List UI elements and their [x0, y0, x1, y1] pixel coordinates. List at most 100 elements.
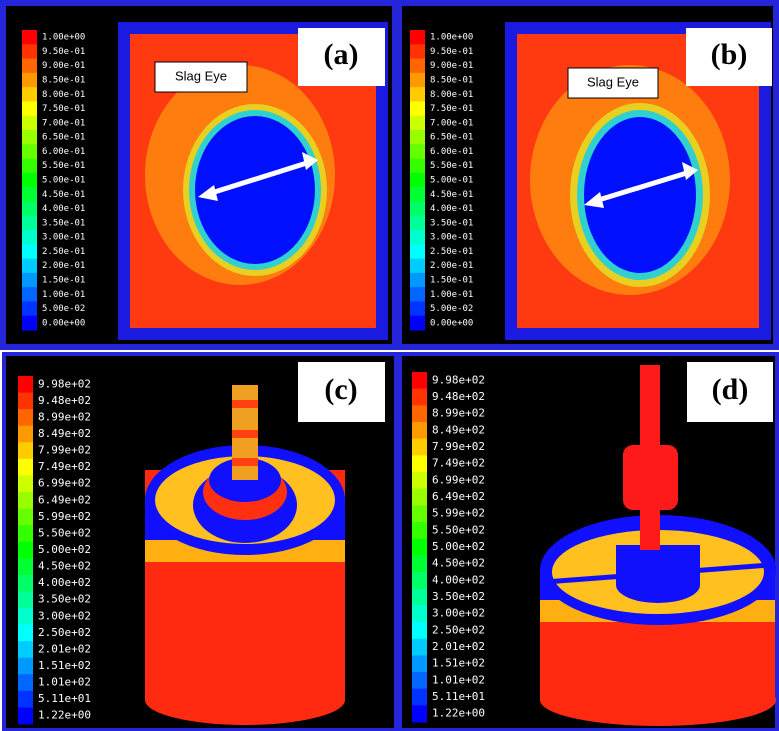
- colorbar-label: 6.49e+02: [432, 490, 485, 503]
- colorbar-swatch: [412, 638, 427, 656]
- colorbar-swatch: [22, 115, 37, 131]
- shaft-collar: [623, 445, 678, 510]
- annotation: Slag Eye: [587, 74, 639, 89]
- colorbar-label: 1.00e+00: [430, 33, 473, 43]
- colorbar-label: 1.01e+02: [432, 673, 485, 686]
- colorbar-swatch: [18, 525, 33, 543]
- panel-b: Slag Eye (b) 1.00e+00 9.50e-01 9.00e-01 8.5…: [396, 0, 779, 350]
- colorbar-label: 2.01e+02: [432, 640, 485, 653]
- colorbar-label: 3.50e+02: [38, 593, 91, 606]
- colorbar-swatch: [18, 458, 33, 476]
- label-box: [686, 28, 772, 86]
- colorbar-swatch: [18, 442, 33, 460]
- colorbar-swatch: [410, 115, 425, 131]
- colorbar-swatch: [22, 315, 37, 331]
- colorbar-swatch: [412, 372, 427, 390]
- colorbar-label: 7.99e+02: [38, 444, 91, 457]
- colorbar-label: 1.00e-01: [42, 290, 85, 300]
- colorbar-swatch: [410, 158, 425, 174]
- colorbar-swatch: [22, 201, 37, 217]
- colorbar-label: 3.00e-01: [42, 233, 85, 243]
- panel-a: Slag Eye (a) 1.00e+00 9.50e-01 9.00e-01 8.5…: [0, 0, 398, 350]
- colorbar-swatch: [18, 376, 33, 394]
- colorbar-label: 9.00e-01: [430, 61, 473, 71]
- colorbar-swatch: [22, 287, 37, 302]
- colorbar-label: 5.00e-02: [42, 304, 85, 314]
- colorbar-label: 1.51e+02: [432, 657, 485, 670]
- panel-label: (c): [324, 373, 357, 406]
- colorbar-swatch: [18, 541, 33, 559]
- colorbar-swatch: [18, 492, 33, 510]
- colorbar-swatch: [22, 187, 37, 202]
- colorbar-swatch: [412, 438, 427, 456]
- colorbar-label: 9.00e-01: [42, 61, 85, 71]
- colorbar-swatch: [410, 72, 425, 88]
- colorbar-swatch: [410, 230, 425, 245]
- panel-label: (a): [324, 38, 359, 71]
- arrow: [591, 169, 691, 205]
- colorbar-swatch: [410, 315, 425, 331]
- colorbar-swatch: [412, 472, 427, 490]
- colorbar-label: 6.49e+02: [38, 493, 91, 506]
- colorbar-label: 5.50e+02: [38, 526, 91, 539]
- colorbar-label: 6.99e+02: [432, 473, 485, 486]
- colorbar-swatch: [22, 230, 37, 245]
- contour: [584, 117, 696, 273]
- colorbar-swatch: [22, 172, 37, 188]
- colorbar-swatch: [18, 624, 33, 642]
- colorbar-label: 8.99e+02: [38, 410, 91, 423]
- colorbar-swatch: [410, 287, 425, 302]
- colorbar-swatch: [410, 144, 425, 160]
- colorbar-swatch: [22, 44, 37, 60]
- colorbar-swatch: [18, 707, 33, 725]
- colorbar-label: 1.01e+02: [38, 676, 91, 689]
- colorbar-swatch: [410, 272, 425, 288]
- colorbar-label: 1.50e-01: [42, 276, 85, 286]
- colorbar-label: 3.00e+02: [38, 609, 91, 622]
- colorbar-swatch: [412, 688, 427, 706]
- colorbar-swatch: [412, 422, 427, 440]
- colorbar-swatch: [18, 690, 33, 708]
- colorbar-label: 4.50e-01: [430, 190, 473, 200]
- colorbar-swatch: [410, 58, 425, 74]
- colorbar-label: 8.99e+02: [432, 407, 485, 420]
- colorbar-label: 0.00e+00: [42, 318, 85, 328]
- colorbar-label: 5.11e+01: [38, 692, 91, 705]
- colorbar-label: 6.00e-01: [430, 147, 473, 157]
- contour: [195, 116, 315, 264]
- shaft-band: [232, 458, 258, 466]
- colorbar-label: 2.00e-01: [42, 261, 85, 271]
- colorbar-label: 5.99e+02: [432, 507, 485, 520]
- shaft-band: [232, 400, 258, 408]
- annotation: Slag Eye: [175, 68, 227, 83]
- cylinder-base: [145, 675, 345, 725]
- colorbar-label: 5.00e-01: [42, 176, 85, 186]
- panel-label: (b): [711, 38, 748, 71]
- colorbar-label: 9.50e-01: [430, 47, 473, 57]
- colorbar-label: 8.49e+02: [38, 427, 91, 440]
- colorbar-label: 5.50e-01: [42, 161, 85, 171]
- arrow-head: [584, 192, 604, 208]
- label-box: [298, 362, 385, 422]
- colorbar-swatch: [412, 522, 427, 540]
- colorbar-label: 1.22e+00: [38, 709, 91, 722]
- colorbar-swatch: [412, 405, 427, 423]
- colorbar-label: 8.50e-01: [430, 76, 473, 86]
- colorbar-label: 8.00e-01: [430, 90, 473, 100]
- colorbar-label: 7.50e-01: [430, 104, 473, 114]
- colorbar-swatch: [410, 201, 425, 217]
- colorbar-label: 4.50e+02: [38, 560, 91, 573]
- colorbar-label: 4.00e+02: [432, 573, 485, 586]
- label-box: [687, 362, 773, 422]
- colorbar-swatch: [18, 475, 33, 493]
- colorbar-swatch: [18, 641, 33, 659]
- label-box: [298, 28, 385, 86]
- colorbar-swatch: [412, 488, 427, 506]
- colorbar-label: 4.00e-01: [42, 204, 85, 214]
- colorbar-label: 3.50e-01: [42, 218, 85, 228]
- colorbar-swatch: [22, 301, 37, 317]
- colorbar-label: 7.00e-01: [430, 118, 473, 128]
- colorbar-label: 2.50e-01: [42, 247, 85, 257]
- colorbar-swatch: [22, 130, 37, 145]
